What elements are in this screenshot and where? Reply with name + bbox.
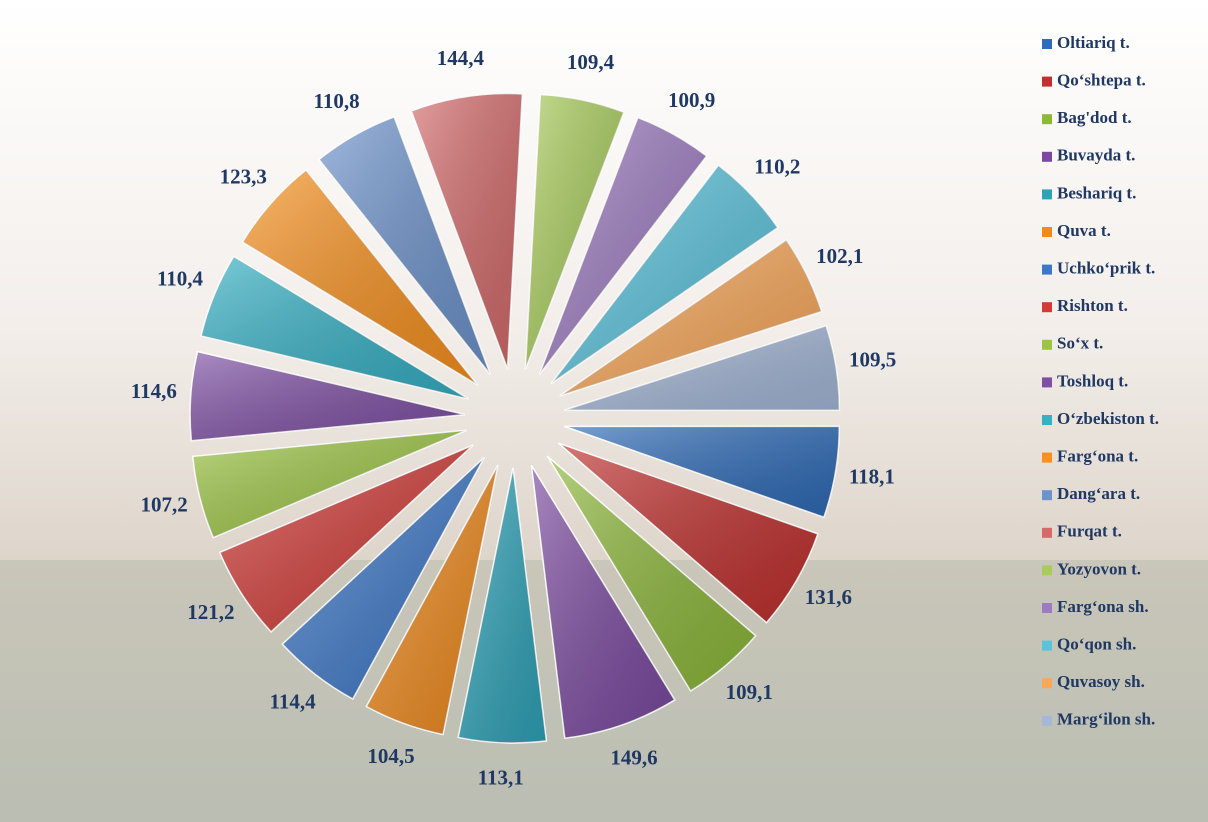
legend-label: Farg‘ona sh. — [1057, 597, 1149, 616]
value-label: 123,3 — [220, 165, 267, 189]
legend-marker — [1042, 715, 1052, 726]
legend-marker — [1042, 603, 1052, 613]
legend-marker — [1042, 151, 1052, 162]
value-label: 109,4 — [567, 50, 615, 74]
slice-shine — [559, 239, 822, 396]
legend-label: Quva t. — [1057, 221, 1111, 240]
slice-shine — [242, 169, 478, 385]
slice-shine — [192, 430, 467, 538]
slice-shine — [564, 325, 840, 411]
legend-label: Buvayda t. — [1057, 146, 1135, 165]
legend-marker — [1042, 114, 1052, 125]
legend-label: Qo‘qon sh. — [1057, 635, 1136, 654]
value-label: 118,1 — [849, 464, 895, 488]
slice-shine — [219, 445, 473, 632]
value-label: 100,9 — [668, 88, 715, 112]
legend-label: Rishton t. — [1057, 296, 1128, 315]
legend-label: Uchko‘prik t. — [1057, 259, 1155, 278]
value-label: 104,5 — [367, 744, 414, 768]
slice-shine — [282, 457, 485, 699]
legend-marker — [1042, 264, 1052, 275]
slice-shine — [539, 117, 707, 375]
legend-marker — [1042, 302, 1052, 313]
value-label: 113,1 — [478, 766, 524, 790]
legend-marker — [1042, 640, 1052, 651]
legend-label: So‘x t. — [1057, 334, 1103, 353]
slice-shine — [551, 165, 778, 384]
legend-label: Quvasoy sh. — [1057, 672, 1145, 691]
value-label: 131,6 — [805, 585, 852, 609]
slice-shine — [318, 116, 491, 375]
slice-shine — [411, 93, 523, 369]
value-label: 144,4 — [437, 46, 485, 70]
legend-label: Bag'dod t. — [1057, 108, 1132, 127]
legend-label: Dang‘ara t. — [1057, 484, 1140, 503]
legend-label: Oltiariq t. — [1057, 33, 1130, 52]
legend-marker — [1042, 339, 1052, 350]
value-label: 110,8 — [314, 89, 360, 113]
value-label: 110,4 — [157, 267, 204, 291]
legend-marker — [1042, 227, 1052, 237]
legend-marker — [1042, 415, 1052, 425]
legend-marker — [1042, 76, 1052, 87]
slice-shine — [366, 464, 498, 735]
legend-marker — [1042, 377, 1052, 388]
legend-label: Marg‘ilon sh. — [1057, 710, 1155, 729]
legend-marker — [1042, 678, 1052, 689]
legend-marker — [1042, 39, 1052, 49]
slice-shine — [525, 94, 624, 370]
value-label: 114,4 — [270, 689, 317, 713]
legend-label: Furqat t. — [1057, 522, 1122, 541]
legend-label: Qo‘shtepa t. — [1057, 71, 1146, 90]
slice-shine — [547, 456, 756, 691]
value-label: 149,6 — [610, 746, 657, 770]
slice-shine — [564, 426, 840, 518]
value-label: 121,2 — [187, 600, 234, 624]
slice-shine — [201, 256, 469, 400]
legend-label: Beshariq t. — [1057, 183, 1136, 202]
legend-marker — [1042, 490, 1052, 501]
slice-shine — [190, 351, 466, 441]
legend-marker — [1042, 527, 1052, 538]
legend-label: O‘zbekiston t. — [1057, 409, 1159, 428]
slice-shine — [531, 465, 675, 739]
legend-label: Yozyovon t. — [1057, 559, 1141, 578]
value-label: 110,2 — [754, 154, 800, 178]
slice-shine — [558, 443, 818, 623]
legend-label: Farg‘ona t. — [1057, 447, 1138, 466]
legend-marker — [1042, 189, 1052, 200]
slice-shine — [458, 467, 547, 743]
value-label: 109,1 — [726, 680, 773, 704]
legend-marker — [1042, 565, 1052, 576]
value-label: 109,5 — [849, 348, 896, 372]
value-label: 114,6 — [131, 379, 177, 403]
legend-marker — [1042, 452, 1052, 463]
legend-label: Toshloq t. — [1057, 371, 1128, 390]
value-label: 107,2 — [140, 493, 187, 517]
value-label: 102,1 — [816, 244, 863, 268]
